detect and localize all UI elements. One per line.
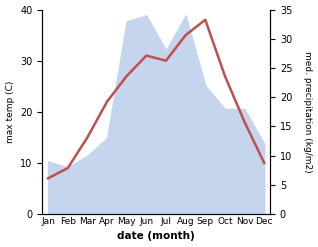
Y-axis label: med. precipitation (kg/m2): med. precipitation (kg/m2) bbox=[303, 51, 313, 173]
Y-axis label: max temp (C): max temp (C) bbox=[5, 81, 15, 143]
X-axis label: date (month): date (month) bbox=[117, 231, 195, 242]
